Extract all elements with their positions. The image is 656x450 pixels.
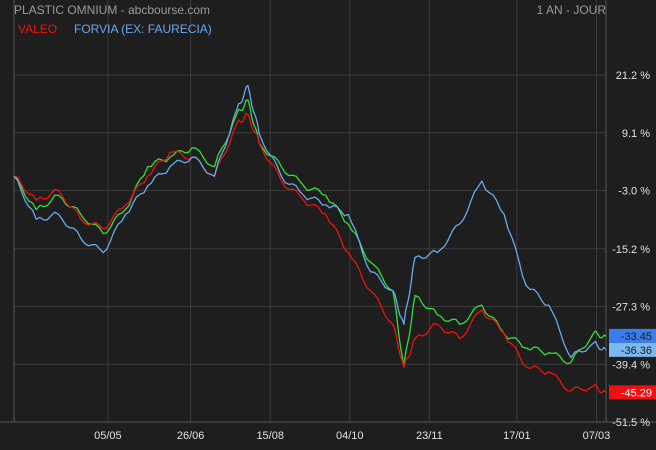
last-value-badges: -33.45 -45.29 -36.36 [609, 328, 656, 400]
x-tick-label: 04/10 [336, 430, 364, 442]
last-value-label: -45.29 [621, 387, 652, 399]
series-line-plastic-omnium [13, 99, 607, 368]
last-value-badge [609, 342, 656, 357]
y-tick-label: -27.3 % [612, 302, 650, 314]
last-value-badge [609, 385, 656, 400]
x-axis-tick-labels: 05/05 26/06 15/08 04/10 23/11 17/01 07/03 [94, 430, 610, 442]
period-label: 1 AN - JOUR [537, 3, 607, 17]
x-tick-label: 26/06 [177, 430, 205, 442]
y-tick-label: -15.2 % [612, 244, 650, 256]
y-axis-tick-labels: 21.2 % 9.1 % -3.0 % -15.2 % -27.3 % -39.4 % -5… [612, 70, 650, 429]
x-tick-label: 07/03 [583, 430, 611, 442]
series-lines [13, 84, 607, 394]
grid-lines [0, 0, 656, 423]
y-tick-label: -39.4 % [612, 359, 650, 371]
y-tick-label: -3.0 % [618, 186, 650, 198]
last-value-badge [609, 328, 656, 343]
x-tick-label: 05/05 [94, 430, 122, 442]
x-tick-label: 15/08 [256, 430, 284, 442]
chart-title: PLASTIC OMNIUM - abcbourse.com [14, 3, 210, 17]
legend-valeo: VALEO [18, 22, 57, 36]
series-line-forvia-ex-faurecia [13, 84, 607, 359]
y-tick-label: 21.2 % [616, 70, 650, 82]
last-value-label: -36.36 [621, 345, 652, 357]
legend-forvia: FORVIA (EX: FAURECIA) [74, 22, 212, 36]
last-value-label: -33.45 [621, 331, 652, 343]
x-tick-label: 17/01 [503, 430, 531, 442]
x-tick-label: 23/11 [416, 430, 443, 442]
y-tick-label: -51.5 % [612, 417, 650, 429]
series-line-valeo [13, 112, 607, 394]
y-tick-label: 9.1 % [622, 128, 650, 140]
